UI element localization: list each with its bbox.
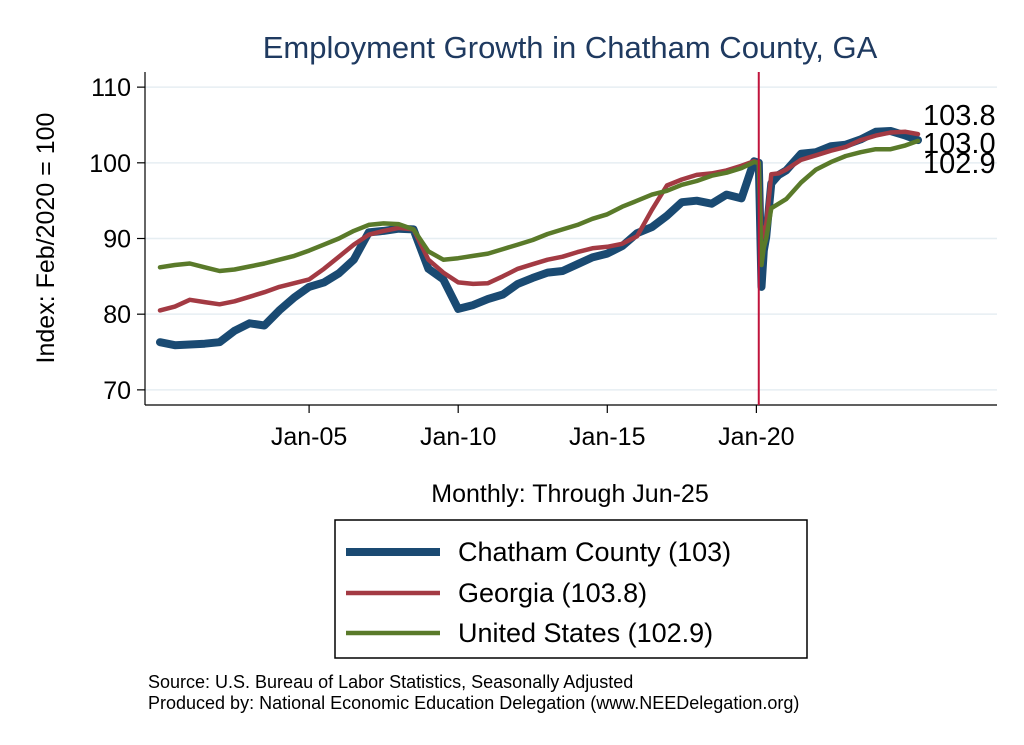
legend: Chatham County (103) Georgia (103.8) Unite… (334, 519, 808, 659)
source-line-1: Source: U.S. Bureau of Labor Statistics,… (148, 672, 633, 692)
series-line-2 (157, 129, 921, 313)
y-tick-label: 70 (103, 377, 131, 405)
y-tick-label: 100 (89, 150, 131, 178)
y-tick-label: 110 (91, 74, 131, 102)
gridlines (145, 86, 997, 391)
series-line-3 (157, 138, 921, 274)
end-value-label: 103.0 (923, 128, 996, 160)
y-tick-label: 90 (103, 226, 131, 254)
legend-label-1: Chatham County (103) (458, 537, 731, 567)
series-lines (156, 127, 922, 350)
source-line-2: Produced by: National Economic Education… (148, 693, 799, 713)
legend-label-3: United States (102.9) (458, 618, 713, 648)
y-axis-title: Index: Feb/2020 = 100 (32, 113, 60, 364)
end-value-label: 103.8 (923, 100, 996, 132)
legend-label-2: Georgia (103.8) (458, 578, 647, 608)
chart-title: Employment Growth in Chatham County, GA (263, 30, 878, 65)
end-value-label: 102.9 (923, 148, 996, 180)
x-tick-label: Jan-15 (569, 423, 645, 451)
y-tick-label: 80 (103, 301, 131, 329)
x-tick-label: Jan-05 (271, 423, 347, 451)
x-axis-note: Monthly: Through Jun-25 (431, 480, 708, 508)
x-tick-label: Jan-20 (718, 423, 794, 451)
axes: 70 80 90 100 110 Jan-05 Jan-10 Jan-15 Jan-20 (89, 72, 997, 451)
x-tick-label: Jan-10 (420, 423, 496, 451)
